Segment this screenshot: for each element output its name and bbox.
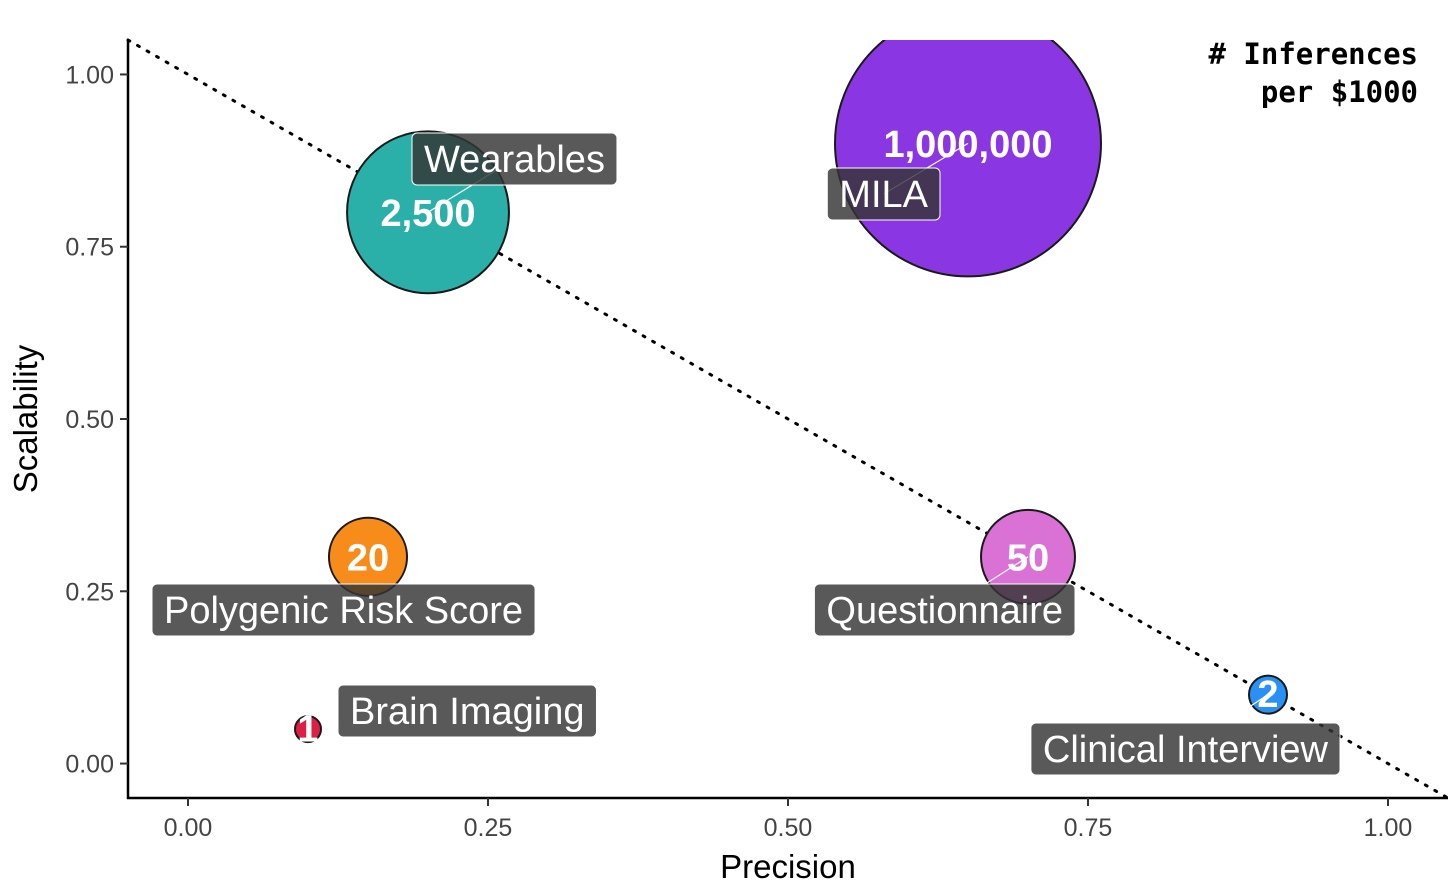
x-tick-label-0.50: 0.50 — [764, 814, 813, 842]
bubble-brain-imaging — [294, 715, 322, 744]
size-legend-title-line-1: # Inferences — [1208, 37, 1418, 71]
bubble-value-brain-imaging: 1 — [297, 708, 318, 750]
label-questionnaire: Questionnaire — [826, 590, 1063, 632]
y-tick-label-0.25: 0.25 — [65, 578, 114, 606]
x-tick-label-0.00: 0.00 — [164, 814, 213, 842]
bubble-value-mila: 1,000,000 — [883, 124, 1052, 166]
x-tick-label-0.25: 0.25 — [464, 814, 513, 842]
bubble-value-questionnaire: 50 — [1007, 537, 1049, 579]
reference-diagonal-line — [126, 38, 1450, 800]
label-wearables: Wearables — [424, 139, 605, 181]
x-axis-title: Precision — [720, 848, 856, 885]
x-tick-label-1.00: 1.00 — [1364, 814, 1413, 842]
label-box-brain-imaging — [337, 684, 597, 738]
label-box-polygenic-risk-score — [151, 583, 536, 637]
axes-layer: 0.00 0.25 0.50 0.75 1.00 0.00 0.25 0.50 0.75 1.00… — [7, 40, 1448, 885]
label-layer: 2,500 Wearables 1,000,000 MILA 20 Polygenic R… — [151, 124, 1341, 776]
size-legend-title-line-2: per $1000 — [1261, 75, 1418, 109]
label-mila: MILA — [839, 174, 928, 216]
bubble-value-wearables: 2,500 — [380, 193, 475, 235]
y-tick-label-0.00: 0.00 — [65, 751, 114, 779]
label-box-mila — [826, 167, 941, 221]
y-axis-title: Scalability — [7, 344, 44, 493]
label-polygenic-risk-score: Polygenic Risk Score — [164, 590, 523, 632]
leader-line-layer — [427, 142, 1269, 750]
reference-line-layer — [126, 38, 1450, 800]
y-tick-label-0.50: 0.50 — [65, 406, 114, 434]
x-tick-label-0.75: 0.75 — [1064, 814, 1113, 842]
label-clinical-interview: Clinical Interview — [1043, 729, 1329, 771]
y-tick-label-0.75: 0.75 — [65, 234, 114, 262]
bubble-value-clinical-interview: 2 — [1257, 674, 1278, 716]
y-tick-label-1.00: 1.00 — [65, 61, 114, 89]
label-brain-imaging: Brain Imaging — [350, 691, 584, 733]
size-legend: # Inferences per $1000 — [1208, 37, 1418, 109]
label-box-questionnaire — [813, 583, 1076, 637]
label-box-clinical-interview — [1030, 722, 1341, 776]
label-box-wearables — [411, 132, 618, 186]
bubble-value-polygenic-risk-score: 20 — [347, 537, 389, 579]
